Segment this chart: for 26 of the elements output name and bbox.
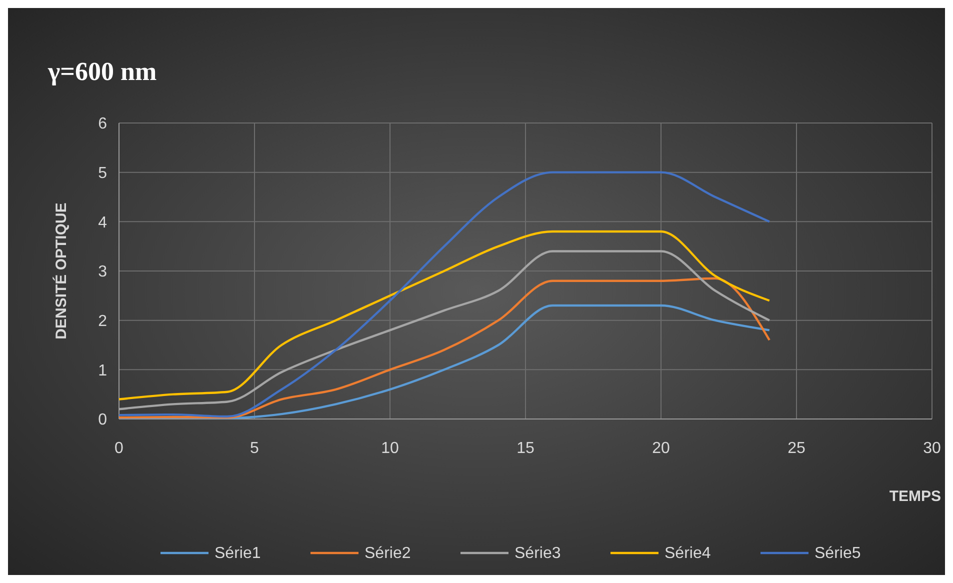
x-tick-label: 25 <box>788 440 806 457</box>
y-tick-label: 1 <box>98 362 108 380</box>
line-series <box>118 277 770 419</box>
y-tick-label: 0 <box>98 412 108 429</box>
x-tick-label: 0 <box>114 440 124 457</box>
y-tick-label: 5 <box>98 164 108 182</box>
y-tick-label: 4 <box>98 214 108 232</box>
legend-label: Série5 <box>814 545 861 562</box>
y-tick-label: 3 <box>98 264 108 281</box>
line-series <box>118 230 770 400</box>
line-series <box>118 304 770 420</box>
x-tick-label: 10 <box>381 440 399 457</box>
x-axis-title: TEMPS <box>889 488 941 505</box>
chart-title: γ=600 nm <box>47 57 157 86</box>
x-tick-label: 15 <box>516 440 534 457</box>
y-tick-label: 6 <box>98 116 108 133</box>
line-series <box>118 171 770 418</box>
x-tick-label: 5 <box>250 440 260 457</box>
legend-label: Série2 <box>364 545 411 562</box>
x-tick-label: 20 <box>652 440 670 457</box>
legend-label: Série4 <box>664 545 711 562</box>
legend-label: Série1 <box>214 545 261 562</box>
x-tick-label: 30 <box>923 440 941 457</box>
y-tick-label: 2 <box>98 312 108 330</box>
y-axis-title: DENSITÉ OPTIQUE <box>52 202 70 340</box>
legend-label: Série3 <box>514 545 561 562</box>
